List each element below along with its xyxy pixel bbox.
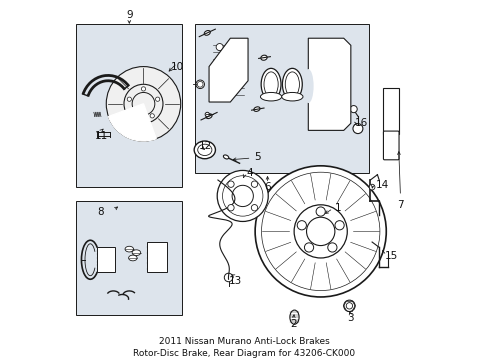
Circle shape: [155, 97, 160, 101]
Circle shape: [216, 44, 223, 51]
Circle shape: [327, 243, 336, 252]
Circle shape: [319, 120, 325, 126]
Circle shape: [346, 303, 352, 309]
Circle shape: [306, 217, 334, 246]
Circle shape: [293, 205, 346, 258]
Ellipse shape: [261, 68, 281, 100]
Circle shape: [387, 144, 393, 149]
Circle shape: [297, 221, 306, 230]
Circle shape: [261, 172, 379, 291]
Ellipse shape: [285, 72, 299, 97]
Polygon shape: [209, 38, 247, 102]
Circle shape: [196, 80, 204, 89]
Bar: [76, 201, 182, 315]
Text: 6: 6: [264, 182, 270, 192]
Ellipse shape: [289, 310, 299, 324]
Circle shape: [222, 176, 263, 216]
Text: 16: 16: [354, 118, 367, 128]
FancyBboxPatch shape: [383, 131, 398, 160]
Circle shape: [255, 166, 386, 297]
Ellipse shape: [205, 112, 209, 117]
Ellipse shape: [260, 93, 281, 101]
Ellipse shape: [125, 246, 133, 252]
Circle shape: [224, 273, 232, 282]
Ellipse shape: [253, 107, 260, 111]
Bar: [147, 242, 166, 272]
Bar: [382, 88, 398, 134]
Circle shape: [334, 221, 344, 230]
Bar: [76, 24, 182, 187]
Circle shape: [251, 181, 257, 187]
Text: 2: 2: [289, 319, 296, 329]
Text: 5: 5: [254, 152, 261, 162]
Ellipse shape: [132, 250, 141, 256]
Ellipse shape: [303, 69, 313, 103]
Circle shape: [343, 300, 354, 311]
Circle shape: [387, 136, 393, 142]
Circle shape: [141, 87, 145, 91]
Polygon shape: [307, 38, 350, 130]
Ellipse shape: [260, 55, 266, 60]
Text: 10: 10: [170, 62, 183, 72]
Text: 3: 3: [347, 313, 353, 323]
Circle shape: [315, 207, 325, 216]
Circle shape: [251, 204, 257, 211]
Text: 1: 1: [334, 203, 341, 213]
Text: 12: 12: [198, 141, 211, 151]
Circle shape: [368, 184, 374, 190]
Ellipse shape: [128, 255, 137, 261]
Ellipse shape: [204, 31, 210, 35]
Circle shape: [232, 185, 253, 207]
Circle shape: [127, 97, 131, 101]
Wedge shape: [108, 104, 156, 141]
Circle shape: [106, 67, 181, 141]
Text: 15: 15: [384, 251, 397, 261]
Circle shape: [132, 93, 155, 115]
Text: 2011 Nissan Murano Anti-Lock Brakes
Rotor-Disc Brake, Rear Diagram for 43206-CK0: 2011 Nissan Murano Anti-Lock Brakes Roto…: [133, 337, 355, 358]
Text: 8: 8: [98, 207, 104, 217]
Circle shape: [352, 123, 362, 134]
Text: 14: 14: [375, 180, 388, 190]
Text: 9: 9: [126, 10, 132, 20]
Ellipse shape: [264, 72, 278, 97]
Ellipse shape: [281, 93, 303, 101]
Bar: [97, 247, 115, 272]
Text: 4: 4: [246, 168, 252, 178]
Ellipse shape: [205, 114, 212, 118]
Circle shape: [227, 204, 234, 211]
Ellipse shape: [282, 68, 302, 100]
Text: 11: 11: [94, 131, 107, 141]
Circle shape: [124, 84, 163, 123]
Ellipse shape: [197, 144, 211, 156]
Circle shape: [304, 243, 313, 252]
Text: 7: 7: [396, 200, 403, 210]
Circle shape: [217, 170, 268, 221]
Text: 13: 13: [228, 276, 242, 286]
Circle shape: [216, 90, 223, 97]
Circle shape: [227, 181, 234, 187]
Ellipse shape: [194, 141, 215, 159]
Circle shape: [132, 114, 137, 118]
Circle shape: [319, 42, 325, 49]
Bar: [195, 24, 368, 173]
Ellipse shape: [223, 155, 228, 159]
Circle shape: [150, 114, 154, 118]
Circle shape: [349, 105, 356, 113]
